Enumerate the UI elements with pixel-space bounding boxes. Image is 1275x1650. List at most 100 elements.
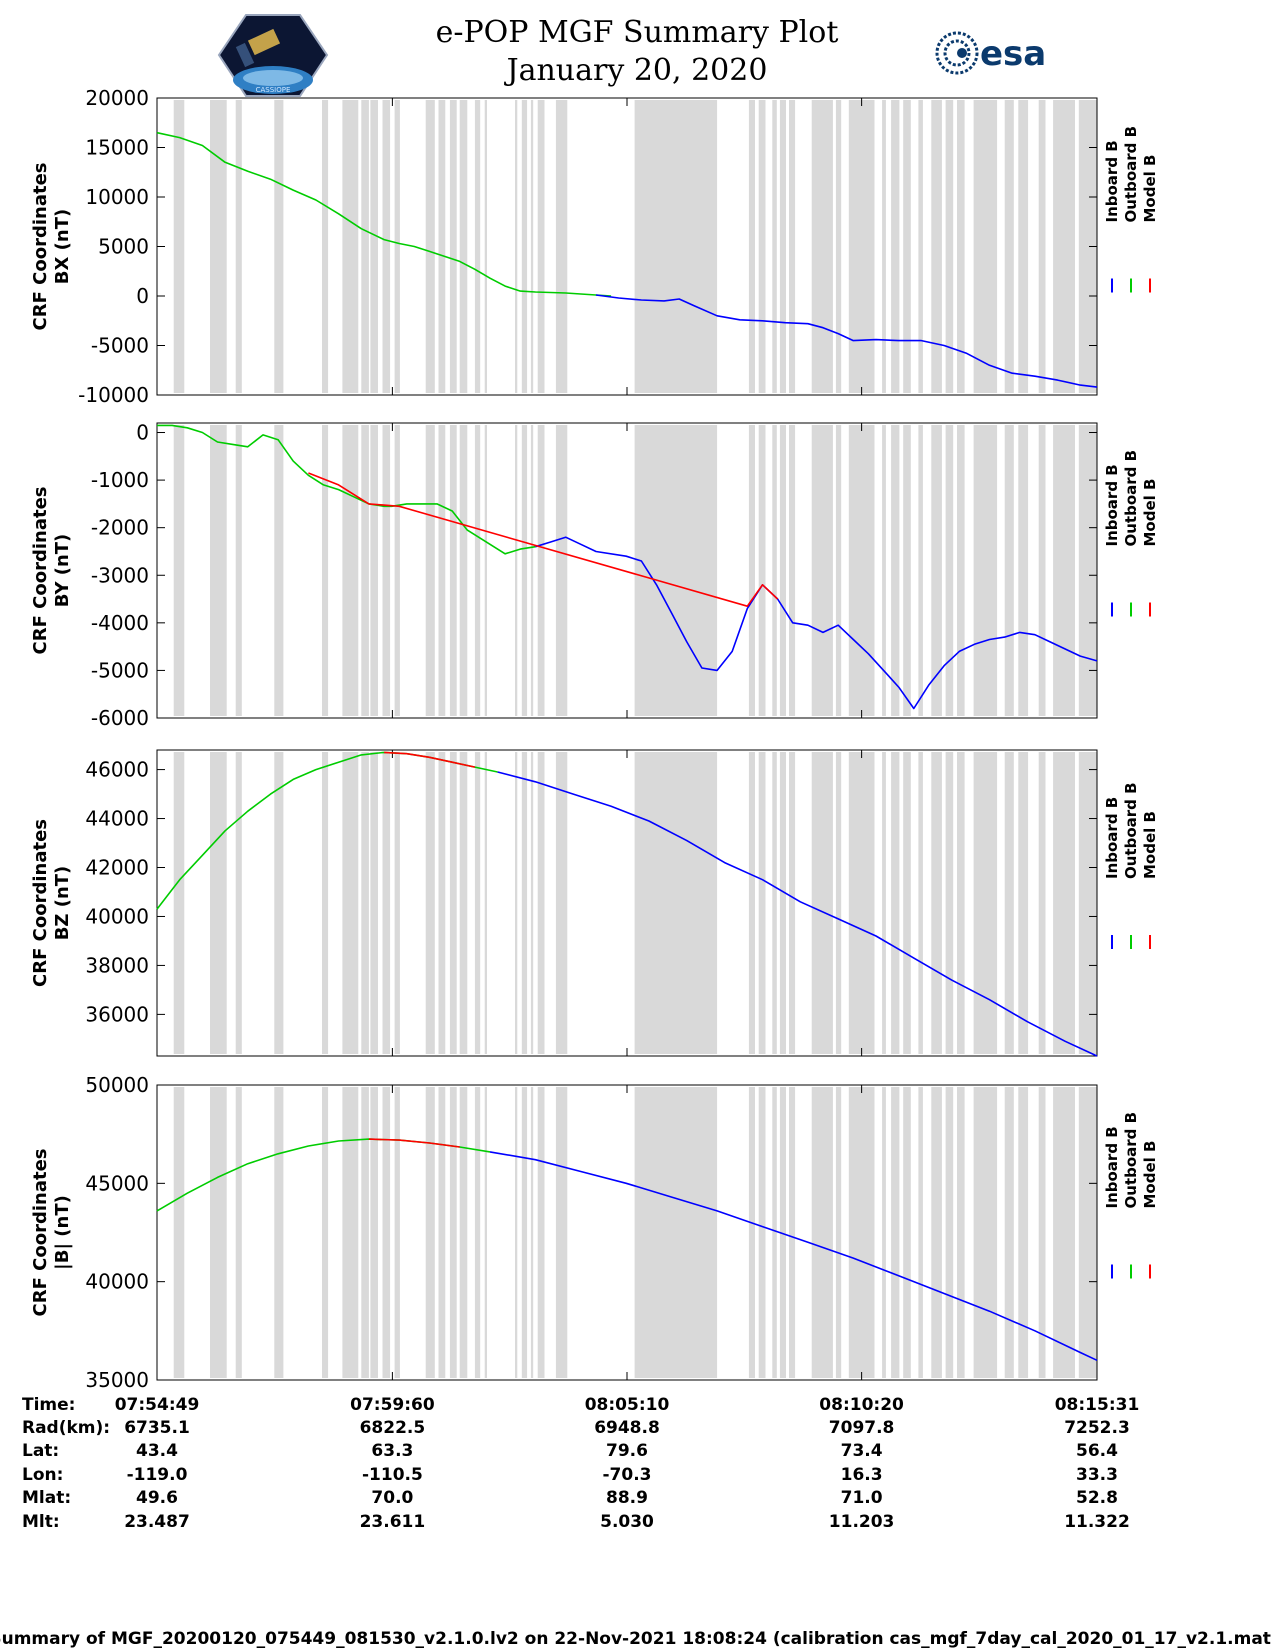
table-cell: 23.611	[360, 1512, 426, 1532]
gap-bands	[173, 1087, 1097, 1378]
y-tick-label: 5000	[98, 235, 149, 259]
table-cell: 7252.3	[1064, 1418, 1130, 1438]
gap-band	[918, 1087, 923, 1378]
gap-band	[322, 100, 329, 393]
plot-title: e-POP MGF Summary Plot	[436, 15, 839, 50]
gap-band	[957, 100, 965, 393]
gap-band	[361, 425, 369, 716]
y-tick-label: 0	[136, 421, 149, 445]
table-cell: 08:10:20	[819, 1395, 904, 1415]
gap-band	[449, 425, 457, 716]
gap-band	[945, 100, 954, 393]
table-row-label: Time:	[22, 1395, 75, 1415]
gap-band	[1004, 1087, 1014, 1378]
table-cell: -119.0	[127, 1465, 188, 1485]
gap-band	[891, 1087, 900, 1378]
gap-band	[1053, 100, 1075, 393]
gap-band	[438, 425, 446, 716]
y-axis-label: CRF Coordinates |B| (nT)	[30, 1149, 73, 1317]
table-cell: -110.5	[362, 1465, 423, 1485]
gap-band	[931, 752, 942, 1054]
gap-band	[835, 100, 842, 393]
gap-band	[537, 425, 545, 716]
gap-band	[891, 100, 900, 393]
gap-band	[235, 752, 242, 1054]
gap-band	[848, 425, 875, 716]
gap-band	[848, 1087, 875, 1378]
gap-band	[931, 100, 942, 393]
gap-band	[322, 752, 329, 1054]
gap-band	[274, 1087, 284, 1378]
gap-band	[530, 1087, 534, 1378]
gap-band	[210, 1087, 227, 1378]
gap-band	[484, 752, 487, 1054]
gap-band	[903, 752, 911, 1054]
gap-band	[1078, 1087, 1097, 1378]
gap-band	[342, 1087, 359, 1378]
gap-band	[370, 1087, 378, 1378]
gap-band	[530, 425, 534, 716]
gap-band	[382, 1087, 391, 1378]
gap-band	[521, 752, 528, 1054]
gap-band	[918, 752, 923, 1054]
gap-band	[361, 1087, 369, 1378]
gap-band	[634, 1087, 718, 1378]
gap-band	[474, 425, 481, 716]
table-row-label: Mlt:	[22, 1512, 60, 1532]
y-tick-label: 20000	[85, 86, 149, 110]
gap-band	[425, 1087, 435, 1378]
gap-band	[235, 100, 242, 393]
table-cell: 7097.8	[829, 1418, 895, 1438]
y-axis-label: CRF Coordinates BY (nT)	[30, 487, 73, 655]
y-tick-label: -3000	[91, 563, 149, 587]
gap-band	[973, 425, 998, 716]
cassiope-logo: CASSIOPE	[217, 14, 329, 97]
y-axis-label-line1: CRF Coordinates	[30, 819, 51, 987]
y-tick-label: -4000	[91, 611, 149, 635]
gap-band	[772, 1087, 777, 1378]
gap-band	[342, 425, 359, 716]
gap-band	[931, 425, 942, 716]
y-tick-label: -2000	[91, 516, 149, 540]
legend-label: Inboard B	[1103, 464, 1121, 546]
gap-band	[274, 425, 284, 716]
gap-band	[449, 1087, 457, 1378]
gap-band	[484, 100, 487, 393]
table-cell: 23.487	[124, 1512, 190, 1532]
y-tick-label: 44000	[85, 807, 149, 831]
panel-3: 46000 44000 42000 40000 38000 36000 CRF Coordi…	[30, 749, 1159, 1057]
gap-band	[1018, 1087, 1029, 1378]
gap-band	[779, 100, 786, 393]
gap-band	[322, 425, 329, 716]
table-cell: 63.3	[371, 1441, 413, 1461]
esa-logo-text: esa	[980, 34, 1046, 74]
plot-frame	[156, 1084, 1098, 1381]
gap-band	[425, 100, 435, 393]
table-cell: 52.8	[1076, 1488, 1118, 1508]
gap-band	[210, 100, 227, 393]
legend-label: Inboard B	[1103, 1126, 1121, 1208]
series-inboard-b	[489, 1151, 1098, 1362]
y-tick-label: 10000	[85, 185, 149, 209]
table-cell: 16.3	[841, 1465, 883, 1485]
gap-band	[530, 100, 534, 393]
gap-band	[1018, 100, 1029, 393]
legend-label: Inboard B	[1103, 140, 1121, 222]
legend-label: Outboard B	[1122, 450, 1140, 547]
gap-band	[555, 425, 568, 716]
legend-label: Model B	[1141, 155, 1159, 223]
table-cell: 6822.5	[360, 1418, 426, 1438]
gap-band	[459, 100, 468, 393]
gap-band	[173, 752, 185, 1054]
y-tick-label: -5000	[91, 658, 149, 682]
gap-band	[361, 752, 369, 1054]
gap-band	[459, 1087, 468, 1378]
gap-band	[521, 425, 528, 716]
table-cell: 6735.1	[124, 1418, 190, 1438]
gap-band	[537, 1087, 545, 1378]
gap-band	[1038, 1087, 1046, 1378]
table-cell: 79.6	[606, 1441, 648, 1461]
gap-bands	[173, 425, 1097, 716]
y-axis-label-line2: BX (nT)	[52, 209, 73, 284]
